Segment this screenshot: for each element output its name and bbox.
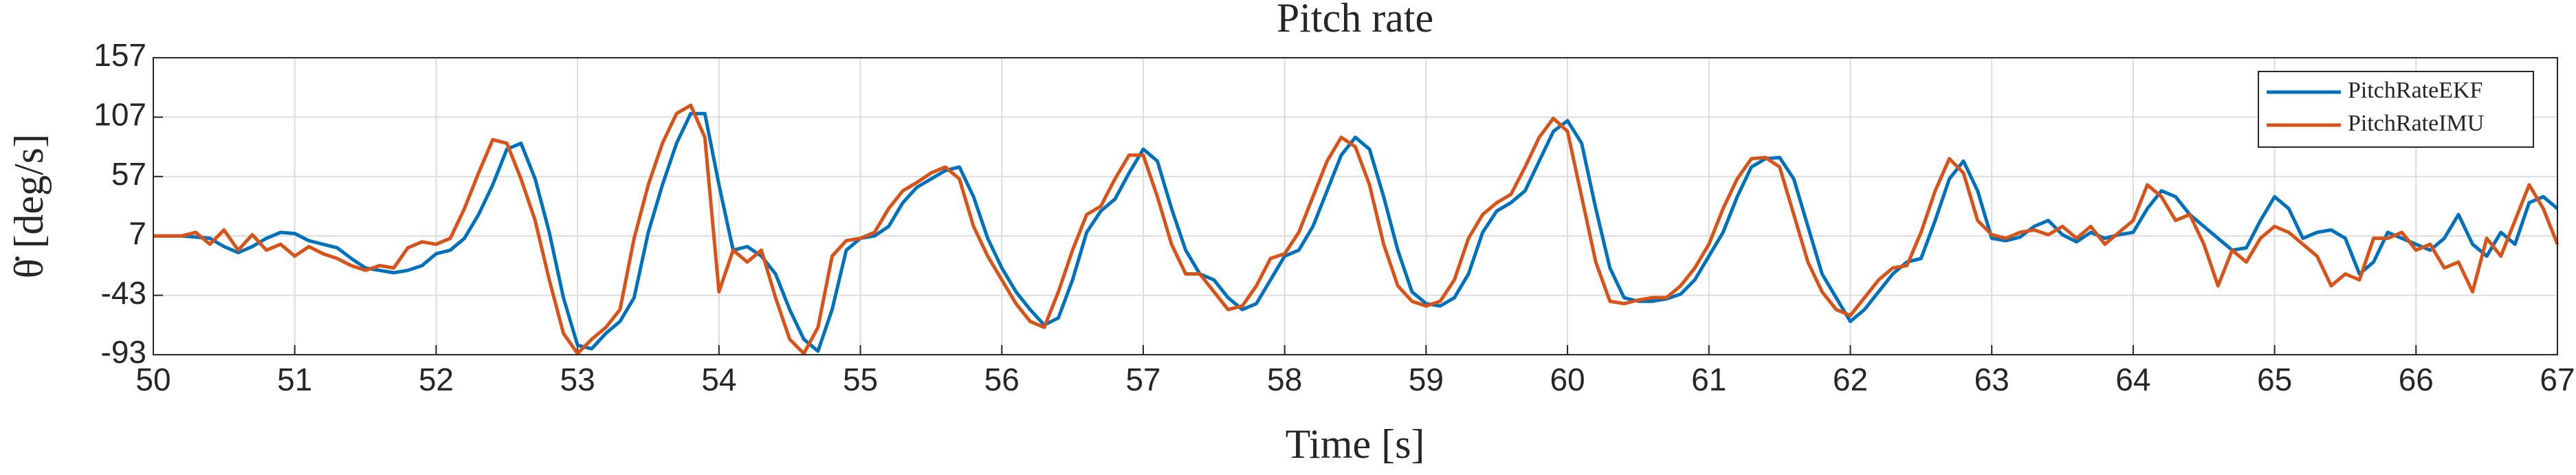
x-tick-label: 58 (1267, 362, 1302, 397)
plot-frame (153, 57, 2558, 355)
chart-title: Pitch rate (1277, 0, 1433, 41)
x-tick-label: 64 (2115, 362, 2150, 397)
x-tick-label: 55 (843, 362, 878, 397)
x-tick-label: 62 (1833, 362, 1868, 397)
x-tick-label: 60 (1550, 362, 1585, 397)
data-line (153, 111, 2559, 353)
x-tick-label: 51 (277, 362, 312, 397)
legend-box (2258, 71, 2534, 148)
y-tick-label: 157 (93, 37, 146, 73)
x-tick-label: 59 (1409, 362, 1444, 397)
x-tick-label: 53 (560, 362, 595, 397)
x-tick-label: 50 (135, 362, 170, 397)
y-tick-label: 57 (111, 156, 146, 192)
x-tick-label: 56 (984, 362, 1020, 397)
x-tick-label: 52 (419, 362, 454, 397)
x-tick-label: 67 (2540, 362, 2575, 397)
legend-label: PitchRateEKF (2348, 78, 2483, 103)
x-tick-label: 61 (1691, 362, 1726, 397)
x-tick-label: 57 (1125, 362, 1160, 397)
y-axis-label: θ̇ [deg/s] (6, 134, 52, 278)
y-tick-label: -93 (101, 334, 146, 370)
y-tick-label: 7 (129, 215, 146, 251)
data-line (153, 103, 2560, 355)
y-tick-label: 107 (93, 97, 146, 133)
x-axis-label: Time [s] (1286, 421, 1425, 467)
x-tick-label: 63 (1974, 362, 2010, 397)
x-tick-label: 65 (2257, 362, 2292, 397)
y-tick-label: -43 (101, 275, 146, 311)
legend: PitchRateEKF PitchRateIMU (2258, 71, 2534, 148)
x-tick-label: 66 (2399, 362, 2434, 397)
x-tick-label: 54 (701, 362, 736, 397)
legend-label: PitchRateIMU (2348, 111, 2484, 136)
